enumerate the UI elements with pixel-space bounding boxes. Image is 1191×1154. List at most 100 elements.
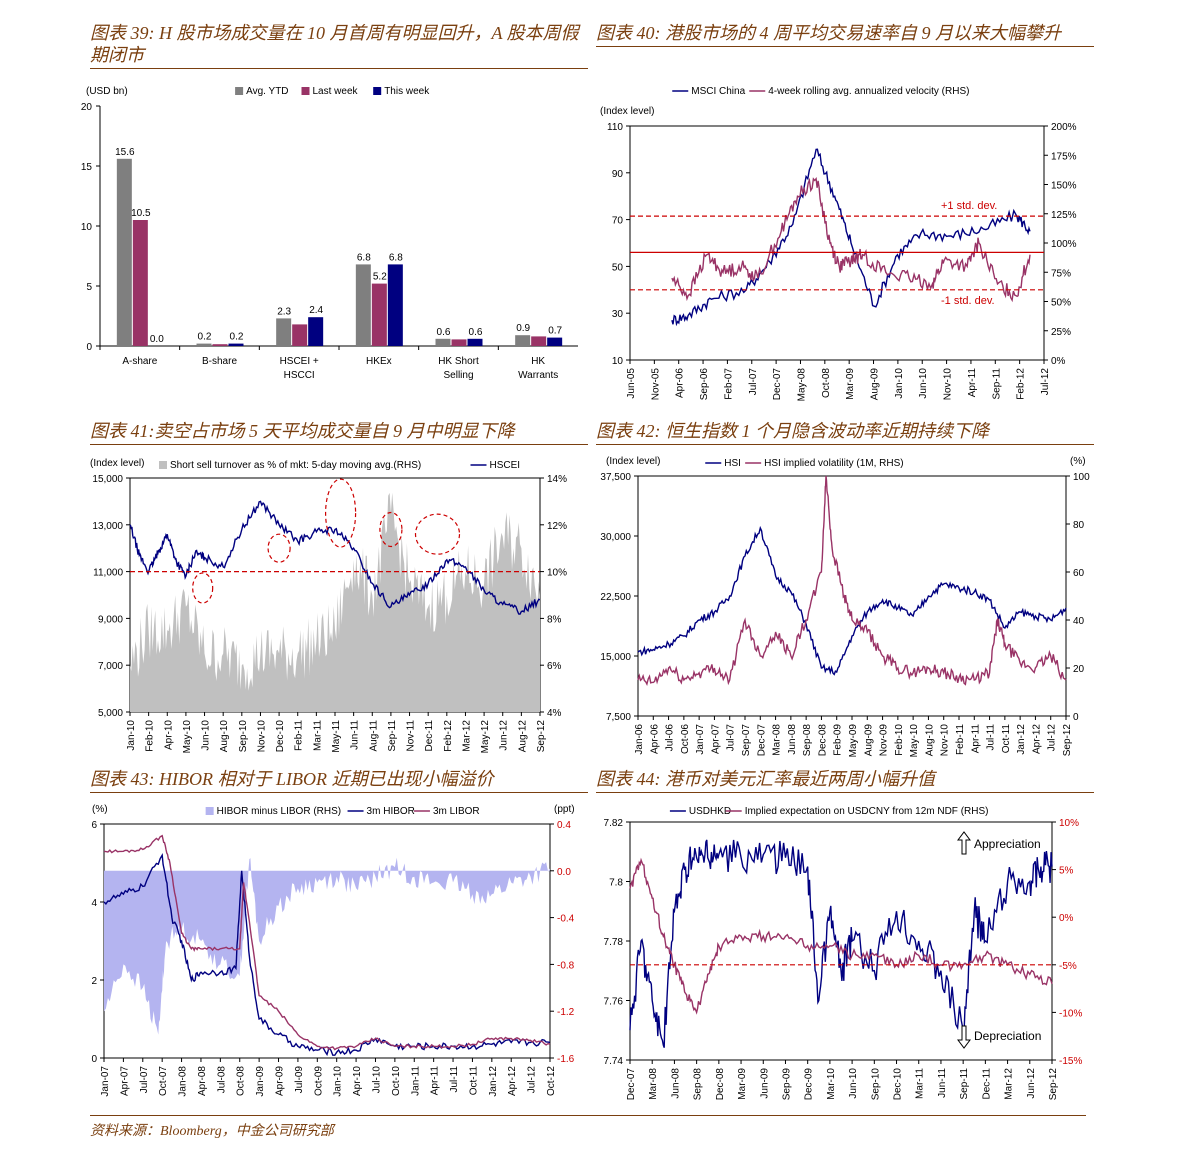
y-tick-label: 4 [91, 898, 97, 909]
x-tick-label: Jul-06 [665, 724, 676, 752]
x-tick-label: Jun-10 [201, 720, 212, 751]
line-chart-svg: (Index level) 10 30 50 70 90 110 0% 25% 50% 75% 100… [600, 86, 1077, 401]
y-tick-label: 2 [91, 976, 97, 987]
x-tick-label: May-10 [909, 724, 920, 758]
x-tick-label: Jul-07 [726, 724, 737, 752]
y2-tick-label: 100 [1073, 472, 1090, 483]
x-tick-label: Jun-12 [499, 720, 510, 751]
y2-tick-label: 150% [1051, 181, 1077, 192]
highlight-circle [267, 533, 291, 563]
line-chart-svg: (%) (ppt) 0 2 4 6 -1.6 -1.2 -0.8 -0.4 0.0 0.4 Jan-07… [91, 804, 574, 1097]
x-tick-label: Nov-10 [256, 720, 267, 753]
x-tick-label: May-11 [331, 720, 342, 753]
bar-data-label: 2.4 [309, 305, 323, 316]
x-tick-label: Aug-09 [863, 724, 874, 757]
y-tick-label: 9,000 [98, 614, 123, 625]
x-tick-label: Sep-06 [699, 368, 710, 401]
bar-data-label: 10.5 [131, 208, 151, 219]
x-category-label: Selling [443, 370, 473, 381]
x-tick-label: Dec-11 [981, 1068, 992, 1100]
x-tick-label: Apr-10 [163, 720, 174, 750]
highlight-circle [192, 572, 214, 604]
y-tick-label: 13,000 [92, 521, 123, 532]
bar [228, 343, 244, 346]
x-tick-label: Dec-07 [626, 1068, 637, 1101]
x-tick-label: Mar-10 [826, 1068, 837, 1100]
series-area-0 [130, 492, 540, 712]
chart-fig41: (Index level) 5,000 7,000 9,000 11,000 13,000… [90, 454, 590, 764]
x-tick-label: Jun-10 [918, 368, 929, 399]
series-line-1 [103, 853, 551, 1057]
x-category-label: A-share [122, 356, 157, 367]
x-tick-label: Sep-07 [741, 724, 752, 757]
x-tick-label: Sep-10 [238, 720, 249, 753]
x-tick-label: Feb-11 [294, 720, 305, 751]
y2-tick-label: 6% [547, 661, 562, 672]
legend-label: HIBOR minus LIBOR (RHS) [217, 806, 341, 817]
x-tick-label: Apr-06 [649, 724, 660, 754]
legend-label: HSI implied volatility (1M, RHS) [764, 458, 903, 469]
x-category-label: B-share [202, 356, 237, 367]
appreciation-annotation: Appreciation [974, 837, 1041, 851]
y-axis-label: (%) [92, 804, 108, 815]
bar-data-label: 5.2 [373, 272, 387, 283]
x-tick-label: Jun-09 [759, 1068, 770, 1099]
x-category-label: HK Short [438, 356, 479, 367]
x-tick-label: Oct-09 [313, 1066, 324, 1096]
y2-tick-label: -15% [1059, 1056, 1082, 1067]
x-tick-label: Nov-11 [406, 720, 417, 752]
series-line-1 [637, 475, 1067, 687]
legend-label: 3m HIBOR [367, 806, 415, 817]
bar-data-label: 0.2 [230, 332, 244, 343]
bar [515, 335, 531, 346]
x-tick-label: Dec-07 [756, 724, 767, 757]
bar-chart-svg: (USD bn) 0 5 10 15 20 Avg. YTD Last week This we… [81, 86, 578, 381]
y2-tick-label: 80 [1073, 520, 1085, 531]
x-tick-label: Oct-11 [468, 1066, 479, 1096]
bar [116, 158, 132, 346]
y-tick-label: 70 [612, 216, 624, 227]
y2-tick-label: 0 [1073, 712, 1079, 723]
x-tick-label: Apr-08 [197, 1066, 208, 1096]
x-tick-label: Jun-08 [670, 1068, 681, 1099]
x-tick-label: Jun-11 [937, 1068, 948, 1098]
x-tick-label: Sep-11 [387, 720, 398, 752]
y2-tick-label: 200% [1051, 122, 1077, 133]
x-tick-label: Sep-09 [781, 1068, 792, 1101]
bar [371, 283, 387, 346]
x-tick-label: Feb-11 [955, 724, 966, 755]
x-tick-label: Mar-11 [312, 720, 323, 751]
legend-label: Short sell turnover as % of mkt: 5-day m… [170, 460, 421, 471]
x-tick-label: Sep-11 [959, 1068, 970, 1100]
x-tick-label: Feb-09 [833, 724, 844, 756]
bar [196, 343, 212, 346]
legend-swatch [235, 87, 244, 95]
x-tick-label: Nov-10 [940, 724, 951, 757]
x-tick-label: Jul-12 [527, 1066, 538, 1094]
series-line-1 [671, 176, 1031, 303]
x-tick-label: Apr-10 [352, 1066, 363, 1096]
chart-fig40: (Index level) 10 30 50 70 90 110 0% 25% 50% 75% 100… [596, 80, 1096, 401]
x-tick-label: Mar-12 [1004, 1068, 1015, 1100]
legend-label: Last week [313, 86, 359, 97]
y2-tick-label: 125% [1051, 210, 1077, 221]
y-tick-label: 10 [81, 222, 93, 233]
bar-data-label: 0.6 [437, 327, 451, 338]
y2-tick-label: 0.0 [557, 867, 571, 878]
y-tick-label: 37,500 [600, 472, 631, 483]
y-tick-label: 22,500 [600, 592, 631, 603]
series-area-0 [104, 857, 550, 1035]
x-tick-label: May-12 [480, 720, 491, 754]
legend-label: Implied expectation on USDCNY from 12m N… [745, 806, 989, 817]
x-tick-label: Aug-09 [870, 368, 881, 401]
y-tick-label: 6 [91, 820, 97, 831]
x-tick-label: Dec-08 [817, 724, 828, 757]
x-tick-label: Mar-08 [648, 1068, 659, 1100]
bar-data-label: 2.3 [277, 306, 291, 317]
x-tick-label: Oct-08 [236, 1066, 247, 1096]
x-tick-label: Sep-10 [870, 1068, 881, 1101]
x-tick-label: Jul-09 [294, 1066, 305, 1094]
x-tick-label: Sep-08 [693, 1068, 704, 1101]
y2-tick-label: -10% [1059, 1008, 1082, 1019]
y2-axis-label: (%) [1070, 456, 1086, 467]
